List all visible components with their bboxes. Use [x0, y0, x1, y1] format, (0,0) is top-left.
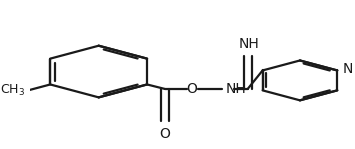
Text: CH$_3$: CH$_3$ — [0, 83, 25, 98]
Text: N: N — [343, 62, 354, 76]
Text: NH: NH — [225, 82, 246, 96]
Text: O: O — [159, 127, 170, 141]
Text: NH: NH — [239, 37, 260, 51]
Text: O: O — [186, 82, 197, 96]
